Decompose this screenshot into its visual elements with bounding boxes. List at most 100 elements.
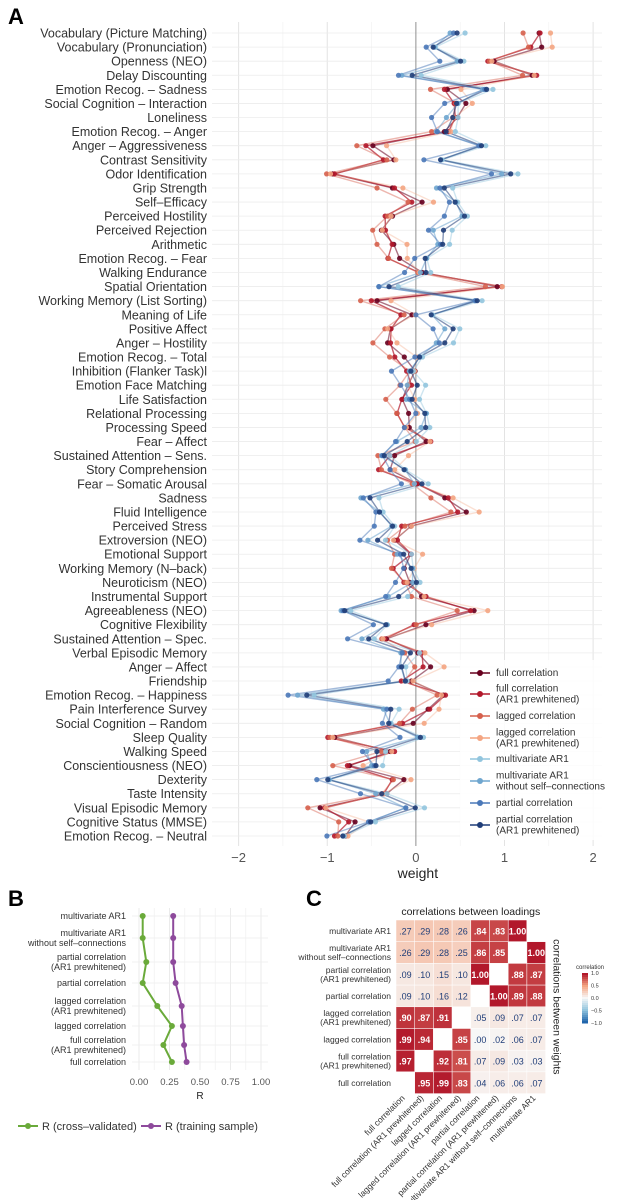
data-point xyxy=(525,44,532,50)
data-point xyxy=(442,692,449,698)
colorbar-tick-label: −1.0 xyxy=(591,1021,602,1027)
data-point xyxy=(401,354,407,360)
data-point xyxy=(358,298,364,304)
data-point xyxy=(423,44,429,50)
heatmap-cell-label: .29 xyxy=(418,948,431,958)
data-point xyxy=(336,819,342,825)
heatmap-cell-label: .07 xyxy=(530,1078,543,1088)
data-point xyxy=(458,86,464,92)
row-label: partial correlation xyxy=(326,991,391,1001)
data-point xyxy=(401,565,407,571)
data-point xyxy=(367,495,373,501)
data-point xyxy=(416,354,423,360)
data-point xyxy=(393,157,399,163)
data-point xyxy=(181,1042,188,1048)
data-point xyxy=(168,1059,175,1065)
data-point xyxy=(427,706,433,712)
data-point xyxy=(397,720,403,726)
data-point xyxy=(370,622,376,628)
heatmap-cell-label: .99 xyxy=(399,1035,412,1045)
data-point xyxy=(399,664,405,670)
data-point xyxy=(331,171,337,177)
category-label: Emotion Recog. – Neutral xyxy=(64,830,207,844)
heatmap-cell-label: .07 xyxy=(511,1013,524,1023)
data-point xyxy=(420,551,426,557)
data-point xyxy=(386,284,392,290)
data-point xyxy=(390,777,396,783)
data-point xyxy=(421,805,428,811)
category-label: Fear – Affect xyxy=(136,435,207,449)
data-point xyxy=(416,650,423,656)
data-point xyxy=(352,819,358,825)
data-point xyxy=(392,354,398,360)
panel-c-label: C xyxy=(306,886,322,911)
label-line: partial correlation xyxy=(57,952,126,962)
category-label: Vocabulary (Pronunciation) xyxy=(57,41,207,55)
x-tick-label: 2 xyxy=(590,850,597,865)
data-point xyxy=(398,382,404,388)
data-point xyxy=(408,382,415,388)
data-point xyxy=(396,593,402,600)
data-point xyxy=(375,537,381,543)
category-label: Arithmetic xyxy=(151,238,207,252)
data-point xyxy=(404,255,410,261)
row-label: partial correlation (AR1 prewhitened) xyxy=(320,965,391,984)
data-point xyxy=(304,692,310,698)
data-point xyxy=(458,58,464,64)
data-point xyxy=(365,537,371,543)
data-point xyxy=(379,791,385,797)
data-point xyxy=(183,1059,190,1065)
data-point xyxy=(420,664,426,670)
colorbar-segment xyxy=(582,981,588,984)
heatmap-cell-label: .10 xyxy=(455,970,468,980)
data-point xyxy=(490,86,496,92)
data-point xyxy=(423,424,429,431)
label-line: without self–connections xyxy=(495,782,605,793)
data-point xyxy=(383,396,389,402)
heatmap-cell xyxy=(433,1028,453,1051)
category-label: Anger – Hostility xyxy=(116,336,208,350)
data-point xyxy=(402,678,408,684)
data-point xyxy=(440,227,447,233)
category-label: Relational Processing xyxy=(86,407,207,421)
data-point xyxy=(404,241,410,247)
heatmap-cell-label: .92 xyxy=(436,1057,449,1067)
data-point xyxy=(410,678,416,684)
data-point xyxy=(417,734,423,741)
data-point xyxy=(406,410,412,416)
row-label: multivariate AR1 without self–connections xyxy=(297,943,391,962)
heatmap-cell-label: .87 xyxy=(418,1013,431,1023)
data-point xyxy=(405,453,412,459)
data-point xyxy=(419,199,425,205)
row-label: lagged correlation xyxy=(323,1034,391,1044)
data-point xyxy=(438,692,445,698)
data-point xyxy=(413,312,419,318)
data-point xyxy=(348,608,354,614)
heatmap-cell-label: .29 xyxy=(418,926,431,936)
data-point xyxy=(344,763,350,769)
data-point xyxy=(408,593,414,600)
data-point xyxy=(375,453,381,459)
data-point xyxy=(445,495,451,501)
data-point xyxy=(454,30,460,36)
data-point xyxy=(371,636,377,642)
data-point xyxy=(417,269,423,276)
colorbar-segment xyxy=(582,985,588,988)
data-point xyxy=(434,692,440,698)
heatmap-cell-label: 1.00 xyxy=(490,991,508,1001)
data-point xyxy=(469,100,475,106)
label-line: partial correlation xyxy=(57,978,126,988)
colorbar-segment xyxy=(582,1017,588,1020)
data-point xyxy=(387,354,393,360)
data-point xyxy=(399,396,405,402)
data-point xyxy=(437,185,443,191)
data-point xyxy=(388,213,394,219)
legend-entry: multivariate AR1 without self–connections xyxy=(495,771,605,793)
data-point xyxy=(413,622,419,628)
category-label: partial correlation xyxy=(57,978,126,988)
category-label: Walking Endurance xyxy=(99,266,207,280)
colorbar-segment xyxy=(582,973,588,976)
data-point xyxy=(454,100,460,106)
data-point xyxy=(178,1003,185,1009)
category-label: Cognitive Status (MMSE) xyxy=(67,815,207,829)
